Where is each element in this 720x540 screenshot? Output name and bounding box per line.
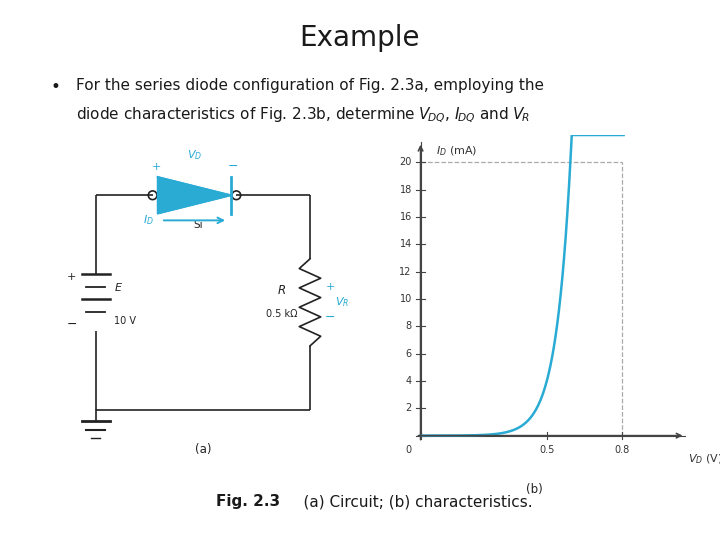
Text: 12: 12	[400, 267, 412, 276]
Text: Example: Example	[300, 24, 420, 52]
Text: 8: 8	[405, 321, 412, 332]
Text: $I_D$ (mA): $I_D$ (mA)	[436, 145, 477, 158]
Text: +: +	[67, 272, 76, 282]
Text: diode characteristics of Fig. 2.3b, determine $V_{\!DQ}$, $I_{\!DQ}$ and $V_{\!R: diode characteristics of Fig. 2.3b, dete…	[76, 105, 529, 125]
Text: Fig. 2.3: Fig. 2.3	[216, 494, 280, 509]
Text: (b): (b)	[526, 483, 542, 496]
Text: $V_D$: $V_D$	[187, 148, 202, 162]
Text: +: +	[325, 282, 335, 292]
Text: 10 V: 10 V	[114, 316, 136, 326]
Text: $E$: $E$	[114, 281, 123, 293]
Text: 0.8: 0.8	[615, 445, 630, 455]
Text: 0.5 kΩ: 0.5 kΩ	[266, 309, 297, 319]
Text: $I_D$: $I_D$	[143, 213, 154, 227]
Text: •: •	[50, 78, 60, 96]
Text: $V_D$ (V): $V_D$ (V)	[688, 452, 720, 465]
Text: 20: 20	[400, 157, 412, 167]
Text: −: −	[228, 160, 238, 173]
Text: Si: Si	[193, 220, 202, 231]
Text: 4: 4	[405, 376, 412, 386]
Text: −: −	[66, 318, 77, 330]
Text: +: +	[151, 162, 161, 172]
Text: 0.5: 0.5	[539, 445, 554, 455]
Text: 2: 2	[405, 403, 412, 413]
Text: (a): (a)	[194, 443, 211, 456]
Text: (a) Circuit; (b) characteristics.: (a) Circuit; (b) characteristics.	[284, 494, 533, 509]
Text: For the series diode configuration of Fig. 2.3a, employing the: For the series diode configuration of Fi…	[76, 78, 544, 93]
Text: 6: 6	[405, 349, 412, 359]
Text: 18: 18	[400, 185, 412, 194]
Polygon shape	[158, 177, 231, 214]
Text: $R$: $R$	[277, 284, 286, 297]
Text: −: −	[325, 311, 336, 324]
Text: 16: 16	[400, 212, 412, 222]
Text: 0: 0	[405, 445, 412, 455]
Text: $V_R$: $V_R$	[335, 295, 349, 309]
Text: 14: 14	[400, 239, 412, 249]
Text: 10: 10	[400, 294, 412, 304]
